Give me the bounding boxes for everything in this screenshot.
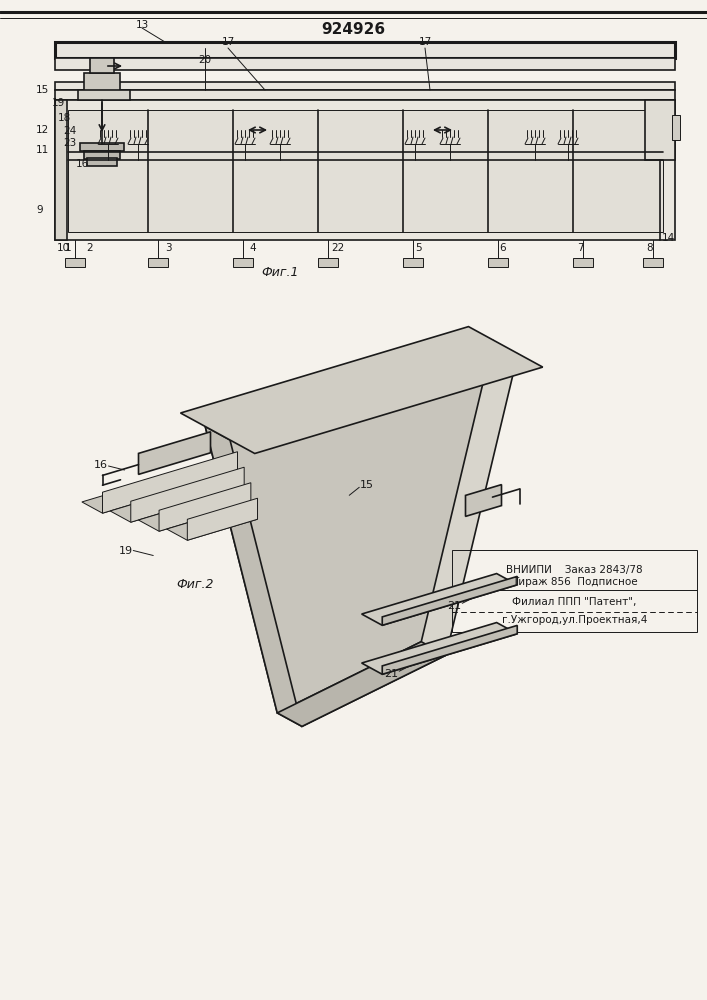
Polygon shape <box>277 642 446 726</box>
Text: 11: 11 <box>35 145 49 155</box>
Polygon shape <box>131 467 244 522</box>
Bar <box>80 143 124 151</box>
Text: 924926: 924926 <box>321 22 385 37</box>
Bar <box>55 90 675 100</box>
Polygon shape <box>180 327 543 454</box>
Bar <box>238 197 318 232</box>
Bar <box>672 115 680 140</box>
Text: 4: 4 <box>250 243 257 253</box>
Polygon shape <box>139 492 251 531</box>
Text: 7: 7 <box>577 243 583 253</box>
Text: 15: 15 <box>35 85 49 95</box>
Text: 19: 19 <box>52 98 64 108</box>
Polygon shape <box>205 340 493 713</box>
Polygon shape <box>230 354 518 726</box>
Text: 18: 18 <box>57 113 71 123</box>
Polygon shape <box>110 477 244 522</box>
Bar <box>148 258 168 267</box>
Text: 23: 23 <box>64 138 76 148</box>
Bar <box>55 100 67 240</box>
Bar <box>153 197 233 232</box>
Text: 13: 13 <box>135 20 148 30</box>
Text: 16: 16 <box>93 460 107 470</box>
Bar <box>84 151 120 159</box>
Polygon shape <box>361 574 518 625</box>
Text: 19: 19 <box>119 546 134 556</box>
Bar <box>55 58 675 70</box>
Text: 22: 22 <box>332 243 344 253</box>
Text: г.Ужгород,ул.Проектная,4: г.Ужгород,ул.Проектная,4 <box>502 615 647 625</box>
Text: 6: 6 <box>500 243 506 253</box>
Text: 12: 12 <box>35 125 49 135</box>
Bar <box>645 100 675 160</box>
Text: 5: 5 <box>415 243 421 253</box>
Bar <box>68 110 663 232</box>
Text: ВНИИПИ    Заказ 2843/78: ВНИИПИ Заказ 2843/78 <box>506 565 643 575</box>
Text: 8: 8 <box>647 243 653 253</box>
Bar <box>84 73 120 95</box>
Bar <box>573 258 593 267</box>
Polygon shape <box>465 485 501 516</box>
Polygon shape <box>159 483 251 531</box>
Bar <box>65 258 85 267</box>
Bar <box>408 197 488 232</box>
Polygon shape <box>382 576 518 625</box>
Bar <box>55 82 675 90</box>
Bar <box>323 197 403 232</box>
Polygon shape <box>382 625 518 674</box>
Text: 21: 21 <box>384 669 398 679</box>
Bar <box>55 42 675 58</box>
Bar <box>578 197 658 232</box>
Polygon shape <box>103 452 238 513</box>
Bar <box>87 158 117 166</box>
Polygon shape <box>139 432 211 474</box>
Polygon shape <box>361 623 518 674</box>
Polygon shape <box>82 461 238 513</box>
Bar <box>78 90 130 100</box>
Bar <box>68 197 148 232</box>
Text: 21: 21 <box>448 601 461 611</box>
Text: 3: 3 <box>165 243 171 253</box>
Text: Филиал ППП "Патент",: Филиал ППП "Патент", <box>513 597 637 607</box>
Text: 17: 17 <box>419 37 432 47</box>
Polygon shape <box>167 508 257 540</box>
Bar <box>452 550 697 632</box>
Text: 20: 20 <box>199 55 211 65</box>
Text: Фиг.1: Фиг.1 <box>262 265 299 278</box>
Text: 17: 17 <box>221 37 235 47</box>
Text: Фиг.2: Фиг.2 <box>176 578 214 591</box>
Polygon shape <box>187 498 257 540</box>
Text: 15: 15 <box>361 480 374 490</box>
Bar <box>55 100 675 240</box>
Text: 24: 24 <box>64 126 76 136</box>
Text: 16: 16 <box>76 159 88 169</box>
Text: 14: 14 <box>661 233 674 243</box>
Bar <box>493 197 573 232</box>
Bar <box>488 258 508 267</box>
Text: 9: 9 <box>37 205 43 215</box>
Bar <box>318 258 338 267</box>
Bar <box>643 258 663 267</box>
Text: 1: 1 <box>64 243 71 253</box>
Text: 10: 10 <box>57 243 69 253</box>
Bar <box>233 258 253 267</box>
Polygon shape <box>205 426 302 726</box>
Bar <box>90 58 114 73</box>
Text: 2: 2 <box>87 243 93 253</box>
Bar <box>403 258 423 267</box>
Text: Тираж 856  Подписное: Тираж 856 Подписное <box>512 577 637 587</box>
